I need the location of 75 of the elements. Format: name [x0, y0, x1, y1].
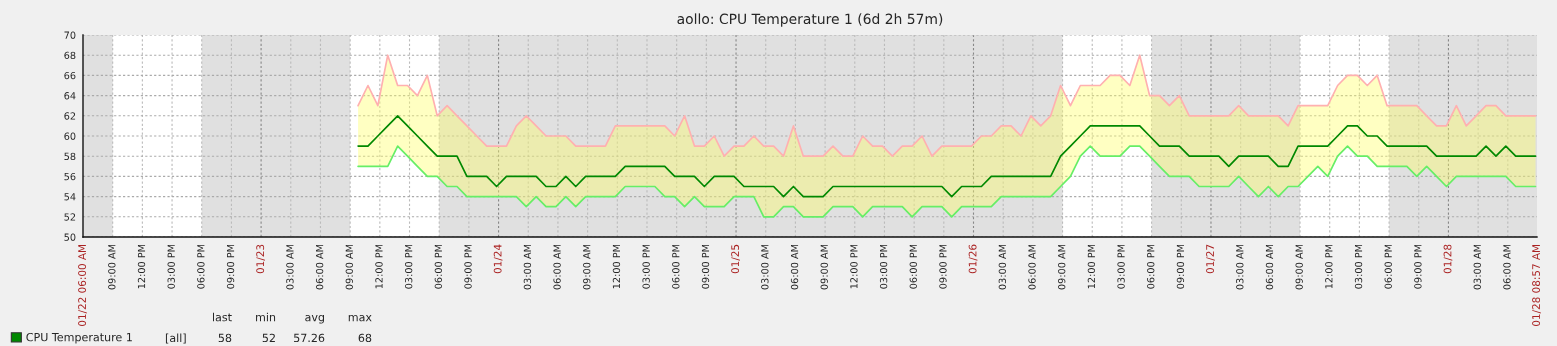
- x-tick-label: 03:00 AM: [1473, 244, 1481, 290]
- y-tick-label: 56: [64, 172, 76, 181]
- x-tick-label: 06:00 AM: [1503, 244, 1511, 290]
- x-tick-label: 06:00 AM: [553, 244, 561, 290]
- x-tick-label: 06:00 AM: [1028, 244, 1036, 290]
- x-tick-label: 09:00 AM: [1058, 244, 1066, 290]
- y-tick-label: 64: [64, 92, 76, 100]
- x-tick-label: 06:00 AM: [790, 244, 799, 290]
- y-tick-label: 66: [64, 71, 76, 80]
- text: 68: [358, 333, 372, 343]
- x-tick-label: 03:00 AM: [998, 244, 1007, 290]
- y-tick-label: 58: [64, 152, 76, 161]
- x-tick-label: 03:00 PM: [167, 244, 175, 289]
- legend-label: CPU Temperature 1: [26, 332, 132, 344]
- x-tick-label: 09:00 AM: [108, 244, 116, 290]
- y-tick-label: 68: [64, 51, 76, 60]
- x-tick-label: 12:00 PM: [850, 244, 858, 289]
- x-tick-label: 03:00 PM: [642, 244, 650, 289]
- x-tick-label: 06:00 PM: [1147, 244, 1155, 289]
- x-tick-label: 06:00 AM: [315, 244, 324, 290]
- x-tick-label: 01/27: [1206, 244, 1215, 274]
- text: avg: [305, 314, 324, 324]
- x-tick-label: 01/28 08:57 AM: [1532, 244, 1541, 327]
- x-tick-label: 01/26: [968, 244, 978, 274]
- y-tick-label: 62: [64, 112, 76, 120]
- y-tick-label: 52: [64, 213, 76, 221]
- text: [all]: [165, 333, 186, 344]
- line-series: [357, 114, 1537, 198]
- x-tick-label: 03:00 PM: [1117, 244, 1125, 289]
- x-tick-label: 03:00 AM: [761, 244, 769, 290]
- x-tick-label: 01/24: [493, 244, 503, 274]
- x-tick-label: 12:00 PM: [1087, 244, 1096, 289]
- x-tick-label: 12:00 PM: [375, 244, 383, 289]
- x-tick-label: 06:00 PM: [197, 244, 205, 289]
- x-tick-label: 09:00 PM: [939, 244, 947, 289]
- text: min: [256, 312, 276, 322]
- chart-title: aollo: CPU Temperature 1 (6d 2h 57m): [677, 13, 943, 27]
- x-tick-label: 09:00 PM: [1176, 244, 1185, 289]
- y-tick-label: 50: [64, 233, 76, 241]
- x-tick-label: 01/25: [731, 244, 740, 274]
- x-tick-label: 03:00 PM: [1354, 244, 1363, 289]
- x-tick-label: 06:00 PM: [1384, 244, 1392, 289]
- x-tick-label: 09:00 PM: [464, 244, 472, 289]
- x-tick-label: 06:00 PM: [434, 244, 443, 289]
- x-tick-label: 09:00 AM: [345, 244, 353, 290]
- x-tick-label: 06:00 PM: [909, 244, 917, 289]
- x-tick-label: 01/22 06:00 AM: [78, 244, 87, 327]
- x-tick-label: 09:00 AM: [820, 244, 828, 290]
- x-tick-label: 03:00 PM: [879, 244, 888, 289]
- x-tick-label: 12:00 PM: [1325, 244, 1333, 289]
- y-tick-label: 70: [64, 31, 76, 39]
- x-tick-label: 01/23: [256, 244, 265, 274]
- x-tick-label: 06:00 AM: [1265, 244, 1274, 290]
- y-tick-label: 60: [64, 132, 76, 140]
- text: 57.26: [294, 333, 325, 343]
- text: 58: [218, 333, 232, 343]
- x-tick-label: 09:00 AM: [1295, 244, 1303, 290]
- x-tick-label: 01/28: [1443, 244, 1453, 274]
- text: last: [213, 312, 232, 322]
- x-tick-label: 03:00 AM: [1236, 244, 1244, 290]
- line-series: [357, 145, 1537, 218]
- x-tick-label: 09:00 PM: [701, 244, 710, 289]
- y-tick-label: 54: [64, 193, 76, 201]
- x-tick-label: 03:00 PM: [404, 244, 413, 289]
- x-tick-label: 06:00 PM: [672, 244, 680, 289]
- x-tick-label: 09:00 PM: [226, 244, 235, 289]
- x-tick-label: 12:00 PM: [137, 244, 146, 289]
- x-tick-label: 09:00 AM: [583, 244, 591, 290]
- x-tick-label: 12:00 PM: [612, 244, 621, 289]
- line-series: [357, 54, 1537, 158]
- text: max: [348, 314, 372, 322]
- x-tick-label: 09:00 PM: [1414, 244, 1422, 289]
- text: 52: [262, 333, 275, 343]
- x-tick-label: 03:00 AM: [523, 244, 532, 290]
- x-tick-label: 03:00 AM: [286, 244, 294, 290]
